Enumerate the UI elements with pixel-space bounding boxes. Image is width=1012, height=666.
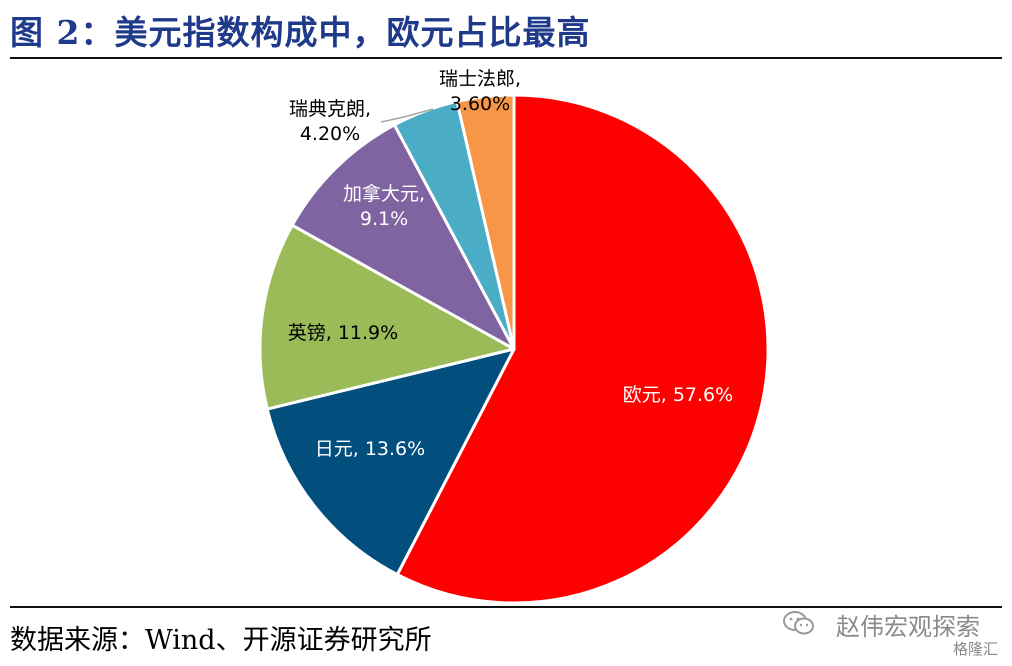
source-note: 数据来源：Wind、开源证券研究所 bbox=[10, 625, 432, 656]
slice-label-2: 日元, 13.6% bbox=[315, 438, 425, 460]
bottom-divider bbox=[10, 606, 1002, 608]
pie-slice-2 bbox=[265, 347, 516, 577]
pie-slices bbox=[258, 93, 770, 605]
slice-label-6: 瑞士法郎, 3.60% bbox=[439, 68, 521, 115]
watermark: 赵伟宏观探索 格隆汇 bbox=[778, 604, 1006, 662]
label-leader-line bbox=[380, 108, 434, 123]
page-title: 图 2：美元指数构成中，欧元占比最高 bbox=[10, 13, 591, 52]
pie-chart: 欧元, 57.6% 日元, 13.6% 英镑, 11.9% 加拿大元, 9.1% 瑞典克朗… bbox=[258, 68, 770, 605]
slice-label-5: 瑞典克朗, 4.20% bbox=[289, 98, 371, 145]
pie-slice-3 bbox=[258, 223, 516, 411]
watermark-site: 格隆汇 bbox=[952, 640, 998, 658]
pie-slice-4 bbox=[290, 123, 516, 351]
pie-slice-6 bbox=[455, 93, 516, 351]
pie-slice-1 bbox=[395, 93, 770, 605]
watermark-account: 赵伟宏观探索 bbox=[836, 613, 980, 641]
wechat-icon bbox=[783, 611, 814, 635]
slice-label-3: 英镑, 11.9% bbox=[288, 322, 398, 344]
top-divider bbox=[10, 57, 1002, 59]
slice-label-4: 加拿大元, 9.1% bbox=[343, 182, 425, 230]
pie-labels: 欧元, 57.6% 日元, 13.6% 英镑, 11.9% 加拿大元, 9.1% 瑞典克朗… bbox=[288, 68, 733, 460]
slice-label-1: 欧元, 57.6% bbox=[623, 384, 733, 406]
